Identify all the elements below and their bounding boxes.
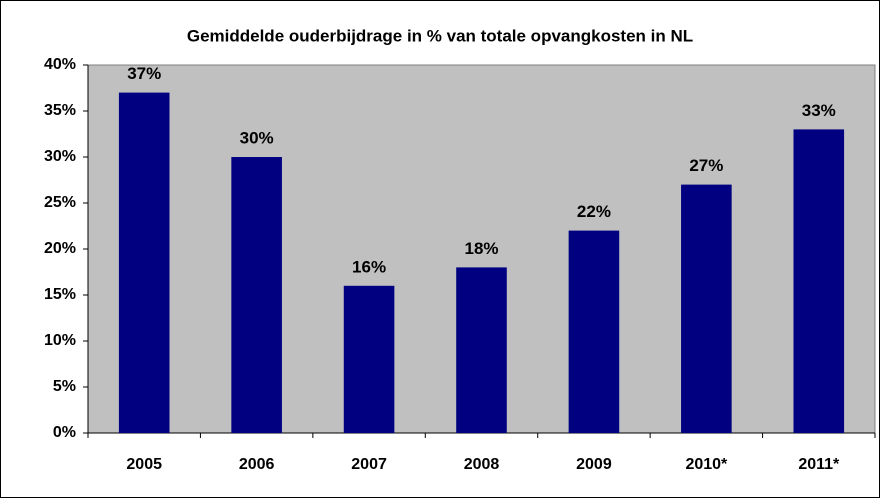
x-tick-label: 2009 [576,456,612,473]
y-tick-label: 10% [44,332,76,349]
bar [456,267,507,433]
x-tick-label: 2007 [351,456,387,473]
bar [568,230,620,433]
x-tick-label: 2008 [464,456,500,473]
x-tick-label: 2011* [798,456,840,473]
y-tick-label: 5% [53,378,76,395]
data-label: 16% [352,257,386,276]
bar [231,157,282,433]
y-tick-label: 20% [44,240,76,257]
y-tick-label: 40% [44,56,76,73]
x-tick-label: 2010* [685,456,728,473]
data-label: 22% [577,202,611,221]
x-tick-label: 2005 [126,456,162,473]
y-tick-label: 15% [44,286,76,303]
x-tick-label: 2006 [239,456,275,473]
data-label: 27% [689,156,723,175]
bar [343,285,395,433]
data-label: 18% [464,239,498,258]
chart-title: Gemiddelde ouderbijdrage in % van totale… [187,26,693,45]
data-label: 30% [240,128,274,147]
y-tick-label: 0% [53,424,76,441]
bar [681,184,732,433]
data-label: 33% [802,101,836,120]
bar [118,92,170,433]
y-tick-label: 35% [44,102,76,119]
y-tick-label: 30% [44,148,76,165]
data-label: 37% [127,64,161,83]
bar [793,129,845,433]
y-tick-label: 25% [44,194,76,211]
